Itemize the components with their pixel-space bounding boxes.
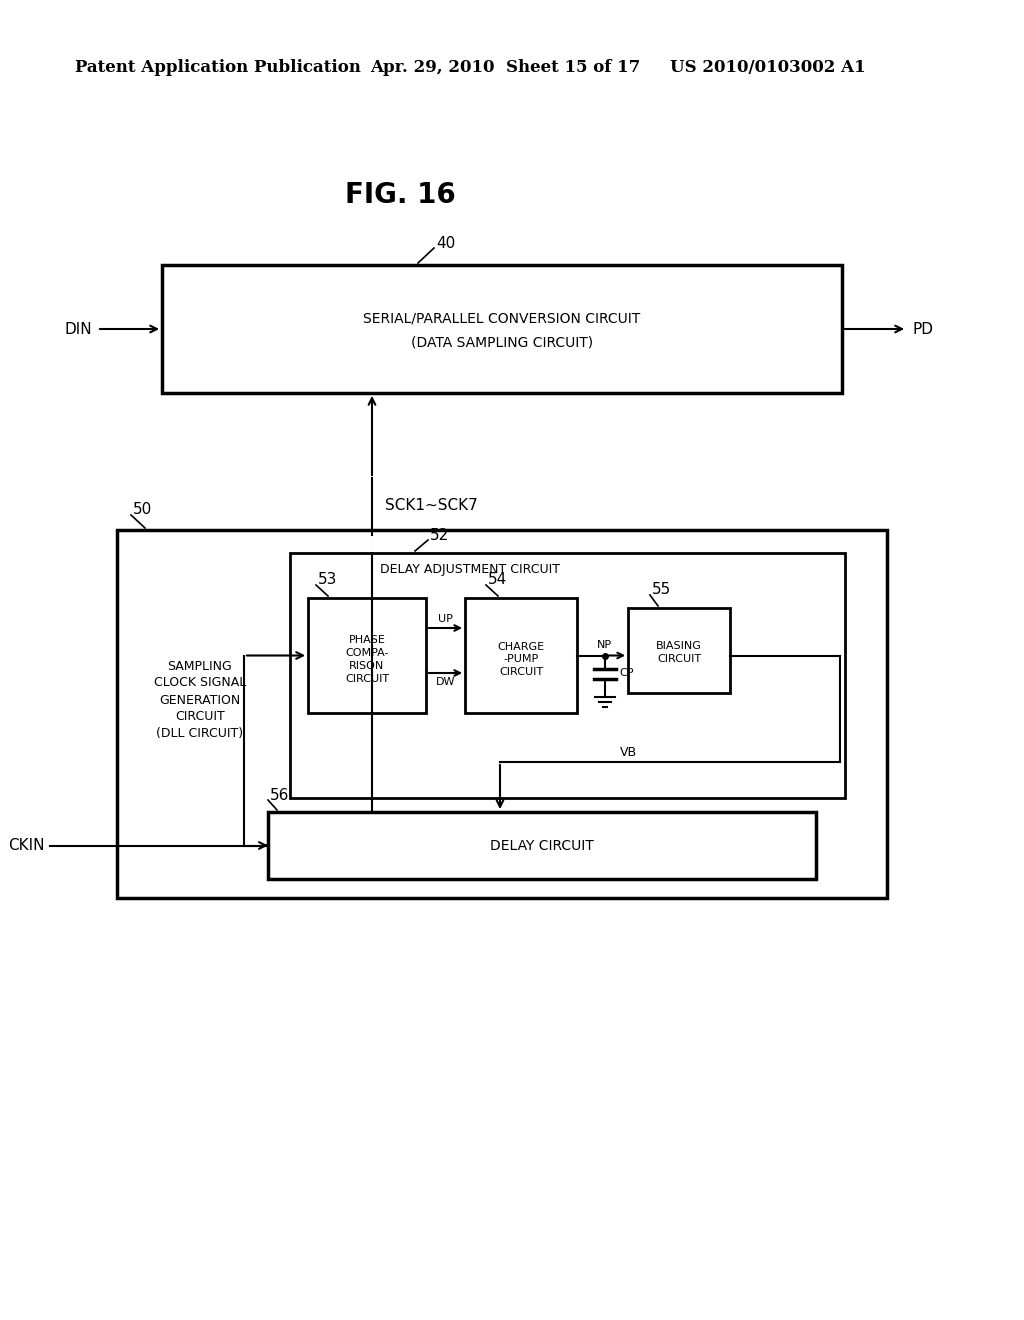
Bar (308, 598, 426, 713)
Text: UP: UP (438, 614, 453, 624)
Text: VB: VB (620, 746, 637, 759)
Text: SCK1∼SCK7: SCK1∼SCK7 (385, 498, 478, 512)
Bar (162, 265, 842, 393)
Text: PD: PD (912, 322, 933, 337)
Text: US 2010/0103002 A1: US 2010/0103002 A1 (670, 59, 865, 77)
Bar (465, 598, 577, 713)
Text: (DATA SAMPLING CIRCUIT): (DATA SAMPLING CIRCUIT) (411, 337, 593, 350)
Text: CHARGE
-PUMP
CIRCUIT: CHARGE -PUMP CIRCUIT (498, 642, 545, 677)
Text: CP: CP (618, 668, 634, 678)
Text: NP: NP (597, 639, 612, 649)
Text: FIG. 16: FIG. 16 (345, 181, 456, 209)
Text: 53: 53 (318, 573, 337, 587)
Text: 54: 54 (488, 573, 507, 587)
Text: Patent Application Publication: Patent Application Publication (75, 59, 360, 77)
Text: 55: 55 (652, 582, 672, 598)
Text: DIN: DIN (65, 322, 92, 337)
Text: Apr. 29, 2010  Sheet 15 of 17: Apr. 29, 2010 Sheet 15 of 17 (370, 59, 640, 77)
Text: CKIN: CKIN (8, 838, 45, 853)
Text: 56: 56 (270, 788, 290, 803)
Text: BIASING
CIRCUIT: BIASING CIRCUIT (656, 642, 701, 664)
Text: 40: 40 (436, 235, 456, 251)
Text: 50: 50 (133, 503, 153, 517)
Bar (268, 812, 816, 879)
Text: SERIAL/PARALLEL CONVERSION CIRCUIT: SERIAL/PARALLEL CONVERSION CIRCUIT (364, 312, 641, 326)
Bar (117, 531, 887, 898)
Text: SAMPLING
CLOCK SIGNAL
GENERATION
CIRCUIT
(DLL CIRCUIT): SAMPLING CLOCK SIGNAL GENERATION CIRCUIT… (154, 660, 246, 741)
Text: DELAY ADJUSTMENT CIRCUIT: DELAY ADJUSTMENT CIRCUIT (380, 564, 560, 577)
Text: 52: 52 (430, 528, 450, 543)
Text: DW: DW (436, 677, 456, 686)
Bar (628, 609, 730, 693)
Text: PHASE
COMPA-
RISON
CIRCUIT: PHASE COMPA- RISON CIRCUIT (345, 635, 389, 684)
Bar (290, 553, 845, 799)
Text: DELAY CIRCUIT: DELAY CIRCUIT (490, 838, 594, 853)
